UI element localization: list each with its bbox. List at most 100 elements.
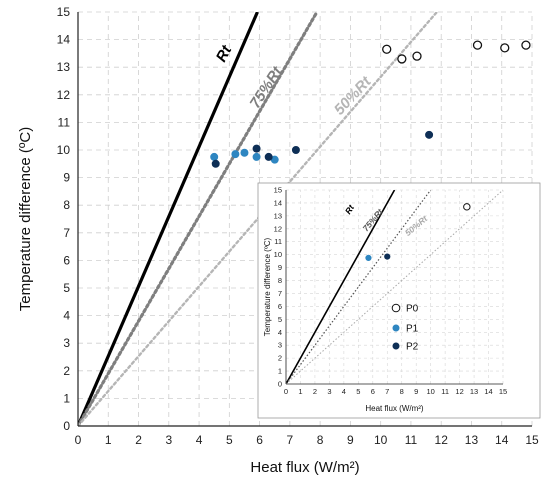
main-reference-lines xyxy=(78,12,439,426)
y-tick-label: 11 xyxy=(58,115,71,129)
legend-label-p0: P0 xyxy=(406,304,419,315)
x-tick-label: 14 xyxy=(495,433,509,447)
inset-y-tick-label: 3 xyxy=(278,341,282,350)
x-tick-label: 1 xyxy=(105,433,112,447)
x-tick-label: 11 xyxy=(405,433,418,447)
point-p1 xyxy=(210,152,219,161)
inset-x-tick-label: 8 xyxy=(400,387,404,396)
inset-y-tick-label: 5 xyxy=(278,315,282,324)
inset-y-tick-label: 15 xyxy=(274,186,282,195)
line-label: 50%Rt xyxy=(331,73,375,119)
inset-y-tick-label: 14 xyxy=(274,198,282,207)
point-p0 xyxy=(412,51,422,61)
inset-point-p0 xyxy=(463,203,471,211)
point-p0 xyxy=(472,40,483,50)
inset-x-tick-label: 4 xyxy=(342,387,346,396)
inset-y-tick-label: 4 xyxy=(278,328,282,337)
y-tick-label: 0 xyxy=(63,419,70,433)
x-tick-label: 15 xyxy=(525,433,539,447)
inset-x-tick-label: 10 xyxy=(426,387,434,396)
inset-y-tick-label: 10 xyxy=(274,250,282,259)
y-tick-label: 4 xyxy=(63,309,70,323)
inset-y-tick-label: 2 xyxy=(278,354,282,363)
y-tick-label: 3 xyxy=(63,336,70,350)
y-tick-label: 14 xyxy=(57,33,71,47)
main-x-axis-label: Heat flux (W/m²) xyxy=(250,459,359,476)
point-p2 xyxy=(252,144,261,153)
inset-point-p1 xyxy=(365,254,372,261)
inset-x-tick-label: 13 xyxy=(470,387,478,396)
inset-x-tick-label: 11 xyxy=(441,387,449,396)
inset-grid xyxy=(286,189,504,384)
legend-marker-p2 xyxy=(392,342,400,350)
y-tick-label: 10 xyxy=(57,143,71,157)
inset-x-tick-label: 5 xyxy=(356,387,360,396)
x-tick-label: 3 xyxy=(165,433,172,447)
x-tick-label: 0 xyxy=(75,433,82,447)
inset-x-tick-label: 1 xyxy=(298,387,302,396)
inset-x-tick-label: 3 xyxy=(327,387,331,396)
line-label: Rt xyxy=(213,42,236,65)
inset-y-tick-label: 6 xyxy=(278,302,282,311)
inset-x-tick-label: 9 xyxy=(414,387,418,396)
inset-x-tick-label: 6 xyxy=(371,387,375,396)
inset-y-tick-label: 8 xyxy=(278,276,282,285)
inset-x-tick-label: 2 xyxy=(313,387,317,396)
y-tick-label: 1 xyxy=(63,391,70,405)
line-rt xyxy=(78,12,259,426)
point-p2 xyxy=(291,145,300,154)
inset-x-tick-label: 15 xyxy=(499,387,507,396)
inset-frame xyxy=(257,182,541,419)
point-p0 xyxy=(382,44,392,54)
y-tick-label: 9 xyxy=(63,171,70,185)
legend-marker-p1 xyxy=(392,324,400,332)
inset-x-tick-label: 14 xyxy=(484,387,492,396)
line-50pct-rt xyxy=(78,12,439,426)
main-data-points xyxy=(210,40,531,168)
x-tick-label: 12 xyxy=(435,433,449,447)
point-p1 xyxy=(231,150,240,159)
inset-data-points xyxy=(365,203,471,261)
inset-y-tick-label: 7 xyxy=(278,289,282,298)
line-label: 75%Rt xyxy=(247,63,287,112)
point-p2 xyxy=(264,152,273,161)
inset-tick-labels: 0 1 2 3 4 5 6 7 8 9 10 11 12 13 14 15012345678910111213… xyxy=(274,186,508,397)
x-tick-label: 7 xyxy=(287,433,294,447)
inset-axes xyxy=(285,190,503,385)
point-p0 xyxy=(397,54,407,64)
point-p2 xyxy=(425,130,434,139)
inset-reference-lines xyxy=(286,190,503,384)
y-tick-label: 8 xyxy=(63,198,70,212)
inset-line-50pct-rt xyxy=(286,190,503,384)
x-tick-label: 9 xyxy=(347,433,354,447)
inset-y-tick-label: 12 xyxy=(274,224,282,233)
x-tick-label: 10 xyxy=(374,433,388,447)
inset-x-tick-label: 12 xyxy=(455,387,463,396)
inset-y-axis-label: Temperature difference (ºC) xyxy=(263,237,272,336)
y-tick-label: 15 xyxy=(57,5,71,19)
inset-legend: P0 P1 P2 xyxy=(391,303,419,353)
inset-point-p2 xyxy=(384,253,391,260)
x-tick-label: 8 xyxy=(317,433,324,447)
y-tick-label: 13 xyxy=(57,60,71,74)
x-tick-label: 4 xyxy=(196,433,203,447)
inset-y-tick-label: 9 xyxy=(278,263,282,272)
y-tick-label: 6 xyxy=(63,253,70,267)
legend-label-p1: P1 xyxy=(406,324,419,335)
inset-x-tick-label: 7 xyxy=(385,387,389,396)
inset-y-tick-label: 0 xyxy=(278,380,282,389)
inset-x-axis-label: Heat flux (W/m²) xyxy=(365,404,424,413)
x-tick-label: 2 xyxy=(135,433,142,447)
x-tick-label: 5 xyxy=(226,433,233,447)
y-tick-label: 7 xyxy=(63,226,70,240)
legend-marker-p0 xyxy=(391,303,401,313)
point-p0 xyxy=(500,43,510,53)
main-tick-labels: 0 1 2 3 4 5 6 7 8 9 10 11 12 13 14 15012345678910111213… xyxy=(57,5,539,447)
x-tick-label: 13 xyxy=(465,433,479,447)
line-75pct-rt xyxy=(78,12,319,426)
y-tick-label: 12 xyxy=(57,88,71,102)
y-tick-label: 5 xyxy=(63,281,70,295)
x-tick-label: 6 xyxy=(256,433,263,447)
inset-x-tick-label: 0 xyxy=(284,387,288,396)
